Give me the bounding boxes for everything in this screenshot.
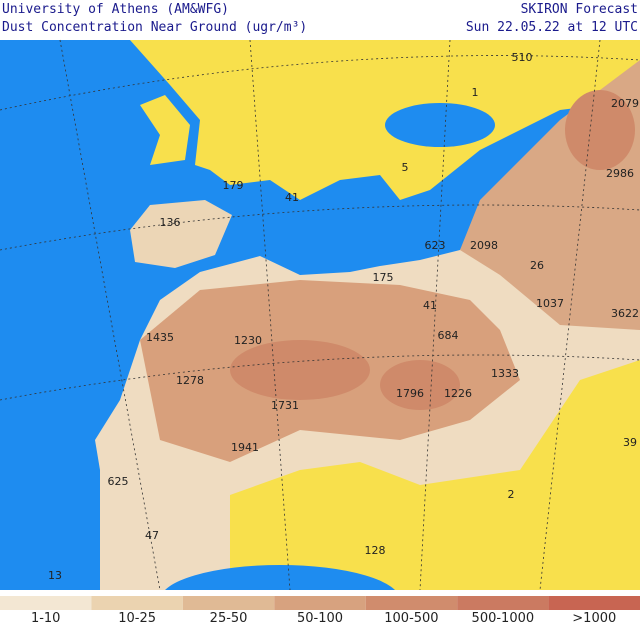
map-label: 684 bbox=[438, 329, 459, 342]
map-label: 1333 bbox=[491, 367, 519, 380]
map-label: 13 bbox=[48, 569, 62, 582]
map-label: 175 bbox=[373, 271, 394, 284]
legend-label: 10-25 bbox=[118, 611, 156, 626]
map-label: 1226 bbox=[444, 387, 472, 400]
map-label: 623 bbox=[425, 239, 446, 252]
legend-swatch bbox=[91, 596, 183, 610]
map-label: 47 bbox=[145, 529, 159, 542]
map-label: 1941 bbox=[231, 441, 259, 454]
map-label: 510 bbox=[512, 51, 533, 64]
legend-label: 50-100 bbox=[297, 611, 343, 626]
legend-swatch bbox=[365, 596, 458, 610]
map-label: 625 bbox=[108, 475, 129, 488]
map-label: 39 bbox=[623, 436, 637, 449]
map-labels: 510 2079 1 2986 179 41 5 136 623 2098 26 175 41 1037 3… bbox=[48, 51, 639, 582]
legend-swatch bbox=[274, 596, 366, 610]
map-label: 2098 bbox=[470, 239, 498, 252]
legend-label: >1000 bbox=[572, 611, 616, 626]
map-label: 1278 bbox=[176, 374, 204, 387]
header-right: Sun 22.05.22 at 12 UTC bbox=[466, 20, 638, 35]
legend-label: 1-10 bbox=[31, 611, 61, 626]
grid-line bbox=[0, 39, 640, 591]
dust-core bbox=[565, 90, 635, 170]
legend-swatch bbox=[548, 596, 640, 610]
header-left: University of Athens (AM&WFG) bbox=[2, 2, 229, 17]
map-label: 1796 bbox=[396, 387, 424, 400]
map-label: 1230 bbox=[234, 334, 262, 347]
map-label: 26 bbox=[530, 259, 544, 272]
dust-core bbox=[380, 360, 460, 410]
map-label: 128 bbox=[365, 544, 386, 557]
map-label: 41 bbox=[285, 191, 299, 204]
legend-label: 100-500 bbox=[384, 611, 438, 626]
map-label: 2079 bbox=[611, 97, 639, 110]
map-label: 2 bbox=[508, 488, 515, 501]
europe bbox=[130, 40, 640, 200]
map-label: 5 bbox=[402, 161, 409, 174]
legend-swatch bbox=[457, 596, 549, 610]
map-label: 1037 bbox=[536, 297, 564, 310]
legend-label: 25-50 bbox=[210, 611, 248, 626]
black-sea bbox=[385, 103, 495, 147]
legend-swatch bbox=[0, 596, 92, 610]
legend-swatch bbox=[182, 596, 275, 610]
legend-label: 500-1000 bbox=[472, 611, 535, 626]
south-yellow bbox=[230, 360, 640, 590]
map-label: 41 bbox=[423, 299, 437, 312]
britain bbox=[140, 95, 190, 165]
header-left: Dust Concentration Near Ground (ugr/m³) bbox=[2, 20, 307, 35]
map-label: 1731 bbox=[271, 399, 299, 412]
map-label: 3622 bbox=[611, 307, 639, 320]
dust-core bbox=[230, 340, 370, 400]
header-right: SKIRON Forecast bbox=[521, 2, 638, 17]
map-label: 1 bbox=[472, 86, 479, 99]
map-label: 136 bbox=[160, 216, 181, 229]
map-label: 1435 bbox=[146, 331, 174, 344]
iberia bbox=[130, 200, 232, 268]
map-label: 179 bbox=[223, 179, 244, 192]
map-label: 2986 bbox=[606, 167, 634, 180]
map bbox=[0, 39, 640, 626]
